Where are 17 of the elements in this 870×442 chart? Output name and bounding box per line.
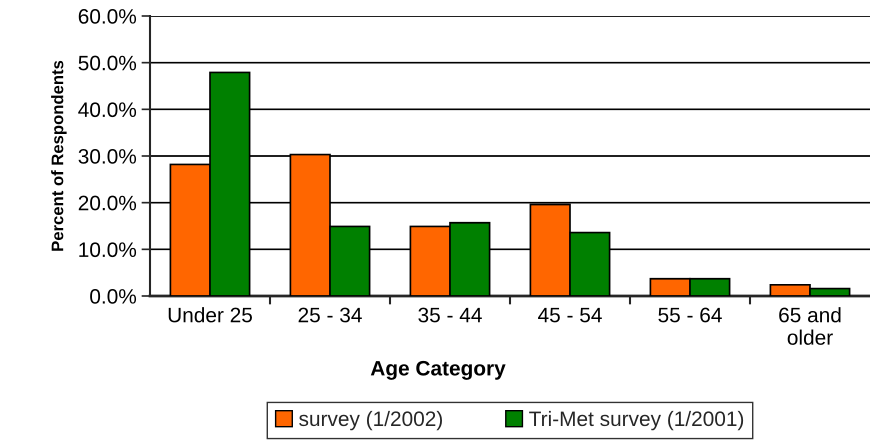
x-tick-label: 55 - 64 bbox=[658, 308, 722, 322]
y-tick-label: 50.0% bbox=[78, 56, 136, 70]
y-axis-title: Percent of Respondents bbox=[51, 60, 67, 251]
legend-label: survey (1/2002) bbox=[299, 410, 442, 430]
x-tick-label: 45 - 54 bbox=[538, 308, 602, 322]
y-tick-label: 40.0% bbox=[78, 102, 136, 118]
x-tick-label: 65 and older bbox=[779, 307, 841, 345]
y-tick-label: 0.0% bbox=[90, 289, 136, 304]
y-tick-label: 10.0% bbox=[79, 242, 136, 258]
x-tick-label: 25 - 34 bbox=[298, 308, 362, 322]
y-tick-label: 20.0% bbox=[78, 196, 136, 210]
x-axis-title: Age Category bbox=[370, 360, 506, 380]
legend-label: Tri-Met survey (1/2001) bbox=[529, 410, 744, 430]
x-tick-label: Under 25 bbox=[168, 307, 252, 322]
y-tick-label: 30.0% bbox=[78, 149, 136, 164]
y-tick-label: 60.0% bbox=[78, 9, 136, 24]
x-tick-label: 35 - 44 bbox=[418, 308, 482, 322]
